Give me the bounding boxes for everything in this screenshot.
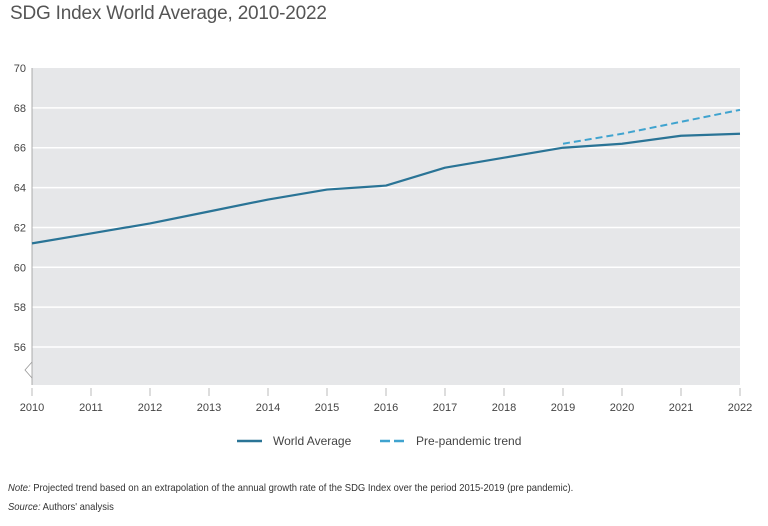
x-tick-label: 2017	[433, 402, 457, 414]
x-tick-label: 2018	[492, 402, 516, 414]
y-tick-label: 68	[14, 103, 26, 115]
series-line-world-average	[31, 132, 741, 245]
y-tick-label: 62	[14, 222, 26, 234]
y-tick-label: 70	[14, 63, 26, 75]
line-chart: 56 58 60 62 64 66 68 70 2010 2011 2012 2013 2014 2015…	[14, 63, 752, 448]
chart-title: SDG Index World Average, 2010-2022	[10, 3, 327, 24]
y-tick-label: 66	[14, 143, 26, 155]
y-tick-label: 58	[14, 302, 26, 314]
x-tick-label: 2021	[669, 402, 693, 414]
y-tick-label: 60	[14, 262, 26, 274]
legend-label: Pre-pandemic trend	[416, 434, 521, 448]
x-tick-label: 2020	[610, 402, 634, 414]
x-tick-label: 2011	[79, 402, 103, 414]
plot-area	[32, 68, 740, 385]
note-label: Note:	[8, 482, 31, 494]
axis-break-icon	[24, 361, 33, 379]
chart-source: Source: Authors' analysis	[8, 501, 114, 513]
chart-note: Note: Projected trend based on an extrap…	[8, 482, 573, 494]
x-tick-label: 2014	[256, 402, 280, 414]
y-tick-label: 56	[14, 342, 26, 354]
source-text: Authors' analysis	[40, 501, 114, 513]
x-tick-label: 2013	[197, 402, 221, 414]
source-label: Source:	[8, 501, 41, 513]
y-tick-label: 64	[14, 183, 26, 195]
legend-label: World Average	[273, 434, 352, 448]
x-tick-label: 2022	[728, 402, 752, 414]
note-text: Projected trend based on an extrapolatio…	[30, 482, 574, 494]
x-tick-label: 2010	[20, 402, 44, 414]
x-tick-label: 2012	[138, 402, 162, 414]
series-line-pre-pandemic-trend	[562, 108, 741, 145]
x-tick-label: 2015	[315, 402, 339, 414]
x-tick-label: 2016	[374, 402, 398, 414]
x-tick-label: 2019	[551, 402, 575, 414]
